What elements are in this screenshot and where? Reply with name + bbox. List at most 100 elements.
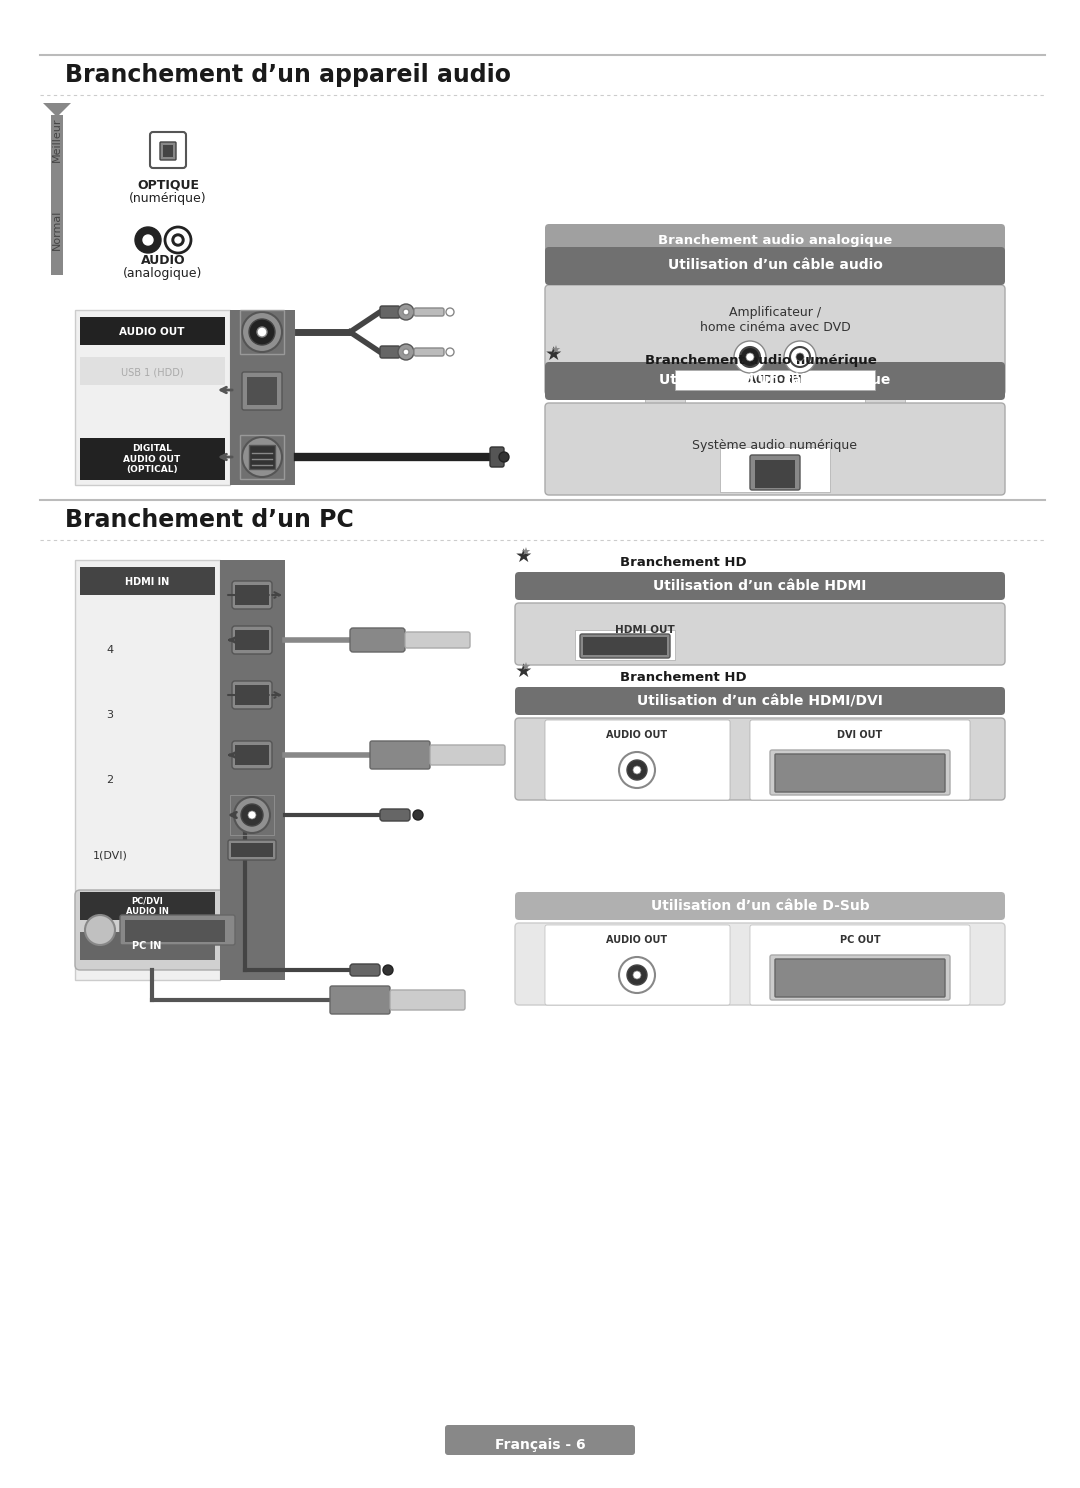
Text: Branchement audio numérique: Branchement audio numérique	[645, 354, 877, 366]
Bar	[240, 434, 284, 479]
Text: 1(DVI): 1(DVI)	[93, 850, 127, 860]
Bar	[80, 437, 225, 481]
Circle shape	[499, 452, 509, 461]
FancyBboxPatch shape	[445, 1426, 635, 1455]
Bar	[240, 310, 284, 354]
Text: PC OUT: PC OUT	[839, 934, 880, 945]
Circle shape	[399, 304, 414, 320]
Text: 3: 3	[107, 710, 113, 720]
FancyBboxPatch shape	[232, 626, 272, 655]
Text: Système audio numérique: Système audio numérique	[692, 439, 858, 451]
Bar	[235, 629, 269, 650]
Circle shape	[172, 234, 184, 246]
FancyBboxPatch shape	[232, 741, 272, 769]
Bar	[755, 460, 795, 488]
Circle shape	[143, 235, 153, 246]
Text: Amplificateur /
home cinéma avec DVD: Amplificateur / home cinéma avec DVD	[700, 307, 850, 333]
Circle shape	[175, 237, 181, 243]
Text: HDMI IN: HDMI IN	[125, 577, 170, 586]
FancyBboxPatch shape	[75, 890, 249, 970]
FancyBboxPatch shape	[545, 926, 730, 1004]
Bar	[75, 310, 230, 485]
Text: PC IN: PC IN	[133, 940, 162, 951]
Text: DVI OUT: DVI OUT	[837, 731, 882, 740]
Text: AUDIO: AUDIO	[140, 253, 186, 266]
Bar	[675, 371, 875, 390]
FancyBboxPatch shape	[232, 580, 272, 609]
Bar	[80, 357, 225, 385]
Bar	[230, 795, 274, 835]
Text: OPTICAL: OPTICAL	[752, 475, 798, 485]
FancyBboxPatch shape	[515, 603, 1005, 665]
Text: Utilisation d’un câble D-Sub: Utilisation d’un câble D-Sub	[650, 899, 869, 914]
Circle shape	[403, 350, 409, 356]
Bar	[575, 629, 675, 661]
Text: OPTIQUE: OPTIQUE	[137, 179, 199, 192]
Circle shape	[249, 318, 275, 345]
FancyBboxPatch shape	[545, 720, 730, 801]
Bar	[249, 445, 275, 469]
FancyBboxPatch shape	[232, 682, 272, 708]
FancyBboxPatch shape	[515, 687, 1005, 716]
Circle shape	[746, 353, 754, 362]
Circle shape	[619, 957, 654, 992]
FancyBboxPatch shape	[120, 915, 235, 945]
Bar	[80, 891, 215, 920]
Bar	[865, 394, 905, 408]
Polygon shape	[43, 103, 71, 118]
Circle shape	[241, 804, 264, 826]
Bar	[220, 559, 285, 981]
Text: ★: ★	[545, 345, 563, 365]
Text: AUDIO OUT: AUDIO OUT	[607, 934, 667, 945]
Bar	[125, 920, 225, 942]
Bar	[247, 376, 276, 405]
FancyBboxPatch shape	[515, 923, 1005, 1004]
FancyBboxPatch shape	[380, 347, 400, 359]
Circle shape	[446, 348, 454, 356]
FancyBboxPatch shape	[242, 372, 282, 411]
FancyBboxPatch shape	[228, 841, 276, 860]
Text: Branchement d’un appareil audio: Branchement d’un appareil audio	[65, 62, 511, 86]
Text: DIGITAL
AUDIO OUT
(OPTICAL): DIGITAL AUDIO OUT (OPTICAL)	[123, 443, 180, 473]
Bar	[645, 394, 685, 408]
FancyBboxPatch shape	[430, 745, 505, 765]
Bar	[51, 115, 63, 275]
Text: Utilisation d’un câble HDMI/DVI: Utilisation d’un câble HDMI/DVI	[637, 693, 883, 708]
Text: Utilisation d’un câble audio: Utilisation d’un câble audio	[667, 257, 882, 272]
FancyBboxPatch shape	[750, 926, 970, 1004]
Circle shape	[85, 915, 114, 945]
FancyBboxPatch shape	[545, 286, 1005, 394]
Bar	[75, 559, 220, 981]
Circle shape	[789, 347, 810, 368]
Circle shape	[383, 966, 393, 975]
Circle shape	[627, 760, 647, 780]
Text: 4: 4	[107, 644, 113, 655]
Text: ★: ★	[519, 664, 530, 673]
Text: Normal: Normal	[52, 210, 62, 250]
FancyBboxPatch shape	[545, 225, 1005, 256]
FancyBboxPatch shape	[580, 634, 670, 658]
Circle shape	[242, 437, 282, 478]
Circle shape	[165, 228, 191, 253]
Circle shape	[633, 972, 642, 979]
FancyBboxPatch shape	[370, 741, 430, 769]
Text: ★: ★	[519, 548, 530, 558]
Text: AUDIO OUT: AUDIO OUT	[119, 327, 185, 336]
Bar	[80, 567, 215, 595]
Circle shape	[619, 751, 654, 789]
Text: Branchement d’un PC: Branchement d’un PC	[65, 507, 354, 533]
Circle shape	[234, 798, 270, 833]
Circle shape	[403, 310, 409, 315]
Circle shape	[248, 811, 256, 818]
Circle shape	[796, 353, 804, 362]
Bar	[231, 844, 273, 857]
FancyBboxPatch shape	[750, 455, 800, 490]
FancyBboxPatch shape	[490, 446, 504, 467]
Circle shape	[734, 341, 766, 373]
FancyBboxPatch shape	[775, 958, 945, 997]
FancyBboxPatch shape	[330, 987, 390, 1013]
Text: (analogique): (analogique)	[123, 266, 203, 280]
Text: Utilisation d’un câble optique: Utilisation d’un câble optique	[659, 373, 891, 387]
Text: Utilisation d’un câble HDMI: Utilisation d’un câble HDMI	[653, 579, 866, 594]
Text: ★: ★	[515, 662, 532, 682]
